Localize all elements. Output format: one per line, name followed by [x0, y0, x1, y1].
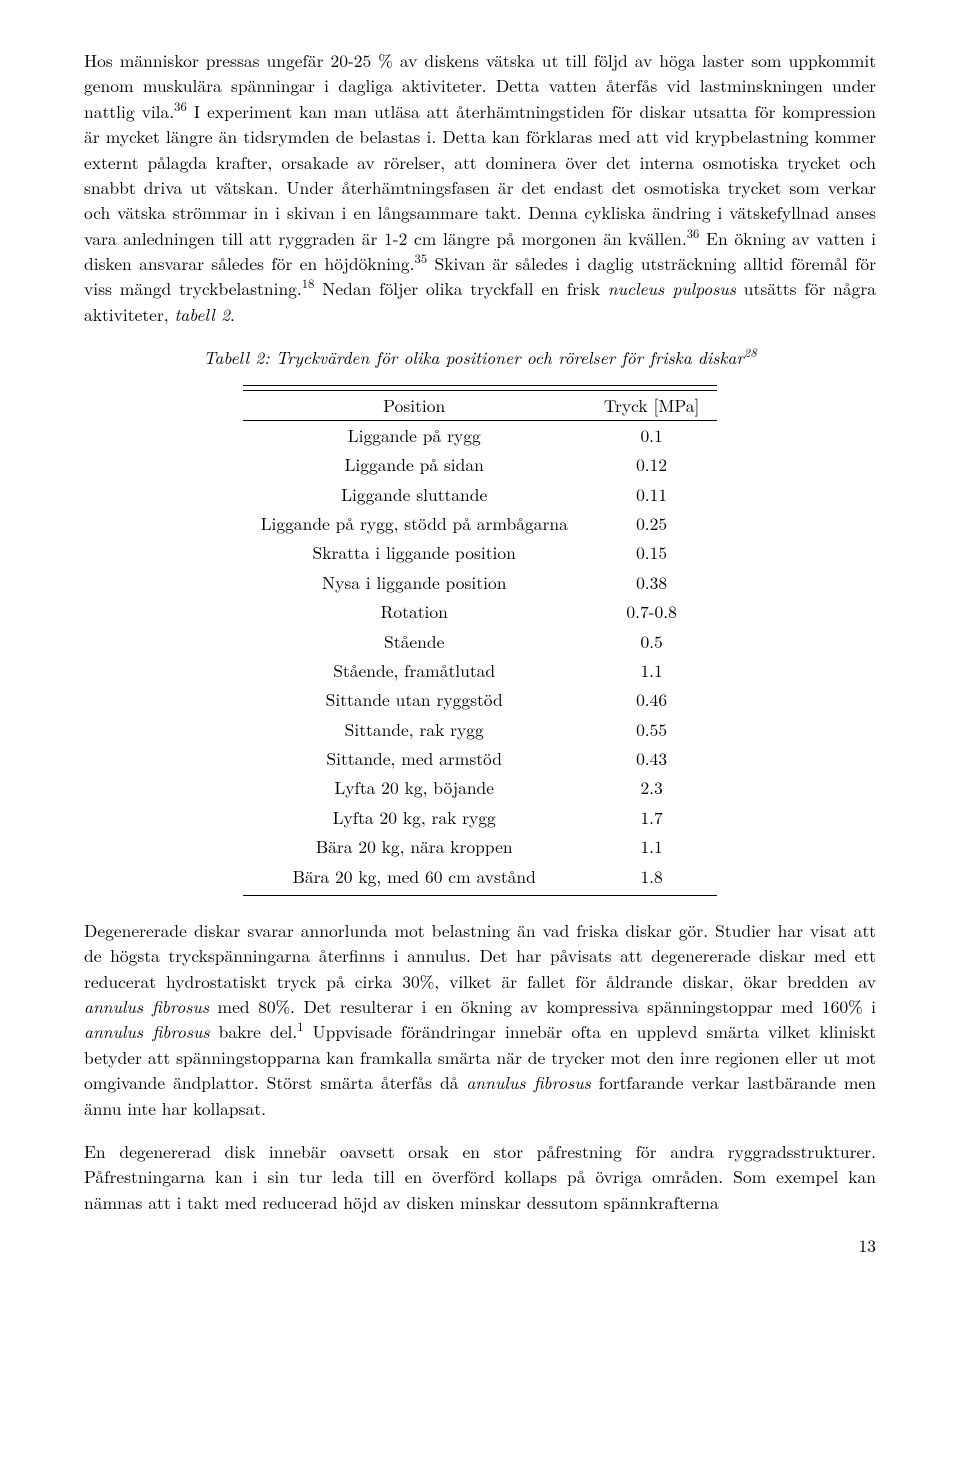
- table-cell: Lyfta 20 kg, rak rygg: [243, 803, 586, 832]
- table-cell: Stående, framåtlutad: [243, 656, 586, 685]
- table-row: Lyfta 20 kg, rak rygg1.7: [243, 803, 718, 832]
- table-row: Sittande, med armstöd0.43: [243, 744, 718, 773]
- table-caption: Tabell 2: Tryckvärden för olika position…: [84, 345, 876, 370]
- table-row: Stående0.5: [243, 627, 718, 656]
- table-cell: Sittande, med armstöd: [243, 744, 586, 773]
- table-cell: Stående: [243, 627, 586, 656]
- table-cell: 0.43: [586, 744, 718, 773]
- table-row: Liggande på sidan0.12: [243, 450, 718, 479]
- table-cell: 0.38: [586, 568, 718, 597]
- table-cell: Sittande utan ryggstöd: [243, 685, 586, 714]
- table-cell: Nysa i liggande position: [243, 568, 586, 597]
- table-cell: Sittande, rak rygg: [243, 715, 586, 744]
- table-cell: Liggande sluttande: [243, 480, 586, 509]
- table-header-cell: Tryck [MPa]: [586, 390, 718, 420]
- table-row: Skratta i liggande position0.15: [243, 538, 718, 567]
- table-row: Sittande, rak rygg0.55: [243, 715, 718, 744]
- page-number: 13: [84, 1233, 876, 1258]
- table-header-cell: Position: [243, 390, 586, 420]
- table-rule: [243, 891, 718, 896]
- table-cell: Liggande på rygg, stödd på armbågarna: [243, 509, 586, 538]
- paragraph-1: Hos människor pressas ungefär 20-25 % av…: [84, 48, 876, 327]
- table-cell: 0.25: [586, 509, 718, 538]
- table-cell: 0.46: [586, 685, 718, 714]
- table-cell: 0.5: [586, 627, 718, 656]
- table-header-row: Position Tryck [MPa]: [243, 390, 718, 420]
- table-cell: 1.1: [586, 656, 718, 685]
- table-cell: 0.1: [586, 420, 718, 450]
- table-row: Sittande utan ryggstöd0.46: [243, 685, 718, 714]
- table-cell: 2.3: [586, 773, 718, 802]
- table-cell: Liggande på rygg: [243, 420, 586, 450]
- table-row: Bära 20 kg, med 60 cm avstånd1.8: [243, 862, 718, 891]
- table-cell: 0.55: [586, 715, 718, 744]
- table-cell: Lyfta 20 kg, böjande: [243, 773, 586, 802]
- table-row: Lyfta 20 kg, böjande2.3: [243, 773, 718, 802]
- table-cell: Liggande på sidan: [243, 450, 586, 479]
- table-cell: 0.12: [586, 450, 718, 479]
- table-row: Liggande sluttande0.11: [243, 480, 718, 509]
- table-row: Liggande på rygg, stödd på armbågarna0.2…: [243, 509, 718, 538]
- pressure-table: Position Tryck [MPa] Liggande på rygg0.1…: [243, 385, 718, 896]
- table-cell: 0.7-0.8: [586, 597, 718, 626]
- table-row: Rotation0.7-0.8: [243, 597, 718, 626]
- table-cell: Rotation: [243, 597, 586, 626]
- table-cell: 1.1: [586, 832, 718, 861]
- table-cell: 0.11: [586, 480, 718, 509]
- table-cell: Bära 20 kg, nära kroppen: [243, 832, 586, 861]
- table-row: Stående, framåtlutad1.1: [243, 656, 718, 685]
- table-cell: Skratta i liggande position: [243, 538, 586, 567]
- table-cell: 1.7: [586, 803, 718, 832]
- table-row: Bära 20 kg, nära kroppen1.1: [243, 832, 718, 861]
- paragraph-3: En degenererad disk innebär oavsett orsa…: [84, 1139, 876, 1215]
- table-row: Liggande på rygg0.1: [243, 420, 718, 450]
- table-cell: Bära 20 kg, med 60 cm avstånd: [243, 862, 586, 891]
- table-row: Nysa i liggande position0.38: [243, 568, 718, 597]
- page: Hos människor pressas ungefär 20-25 % av…: [0, 0, 960, 1470]
- table-cell: 1.8: [586, 862, 718, 891]
- table-cell: 0.15: [586, 538, 718, 567]
- paragraph-2: Degenererade diskar svarar annorlunda mo…: [84, 918, 876, 1121]
- table-body: Liggande på rygg0.1Liggande på sidan0.12…: [243, 420, 718, 891]
